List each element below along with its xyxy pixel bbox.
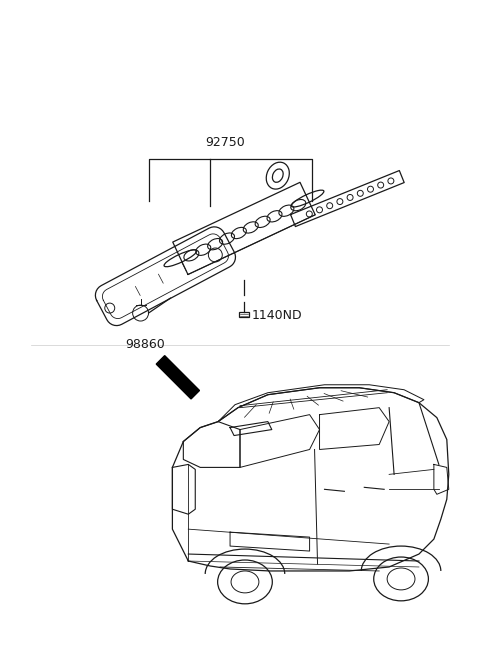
- Bar: [239, 312, 249, 317]
- Text: 1140ND: 1140ND: [252, 308, 302, 321]
- Text: 98860: 98860: [126, 338, 166, 351]
- Polygon shape: [156, 356, 200, 399]
- Text: 92750: 92750: [205, 136, 245, 149]
